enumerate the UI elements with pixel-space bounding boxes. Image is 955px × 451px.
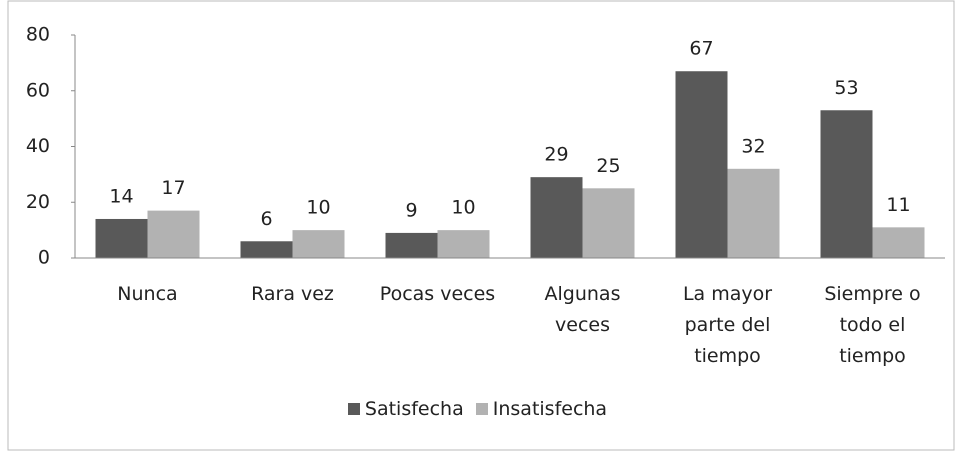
legend-swatch — [347, 403, 360, 415]
x-tick-label: La mayor parte del tiempo — [682, 283, 773, 367]
bar — [147, 210, 200, 258]
data-label: 11 — [886, 194, 910, 216]
x-tick-label: Algunas veces — [544, 283, 621, 336]
data-label: 29 — [544, 144, 568, 166]
x-tick-label: Siempre o todo el tiempo — [824, 283, 921, 367]
frame — [7, 0, 955, 451]
legend: Satisfecha Insatisfecha — [0, 398, 955, 420]
bar — [292, 230, 345, 258]
y-tick-label: 40 — [26, 135, 50, 157]
data-label: 17 — [161, 177, 185, 199]
x-tick-label: Nunca — [117, 283, 178, 305]
data-label: 67 — [689, 38, 713, 60]
bar — [385, 232, 438, 258]
data-label: 10 — [306, 197, 330, 219]
x-tick-label: Rara vez — [251, 283, 334, 305]
bar — [530, 177, 583, 258]
bar — [437, 230, 490, 258]
bar — [675, 71, 728, 258]
legend-item: Insatisfecha — [475, 398, 608, 420]
data-label: 14 — [109, 185, 133, 207]
legend-item: Satisfecha — [347, 398, 464, 420]
data-label: 6 — [260, 208, 272, 230]
bar — [95, 218, 148, 258]
data-label: 32 — [741, 135, 765, 157]
bar — [240, 241, 293, 258]
x-tick-label: Pocas veces — [379, 283, 496, 305]
bar — [727, 168, 780, 258]
y-tick-label: 60 — [26, 79, 50, 101]
y-tick-label: 0 — [38, 247, 50, 269]
bar — [872, 227, 925, 258]
y-tick-label: 80 — [26, 24, 50, 46]
bar — [582, 188, 635, 258]
data-label: 10 — [451, 197, 475, 219]
data-label: 9 — [405, 199, 417, 221]
data-label: 25 — [596, 155, 620, 177]
data-label: 53 — [834, 77, 858, 99]
bar — [820, 110, 873, 258]
legend-label: Satisfecha — [364, 398, 464, 420]
legend-swatch — [475, 403, 488, 415]
y-tick-label: 20 — [26, 191, 50, 213]
legend-label: Insatisfecha — [492, 398, 608, 420]
